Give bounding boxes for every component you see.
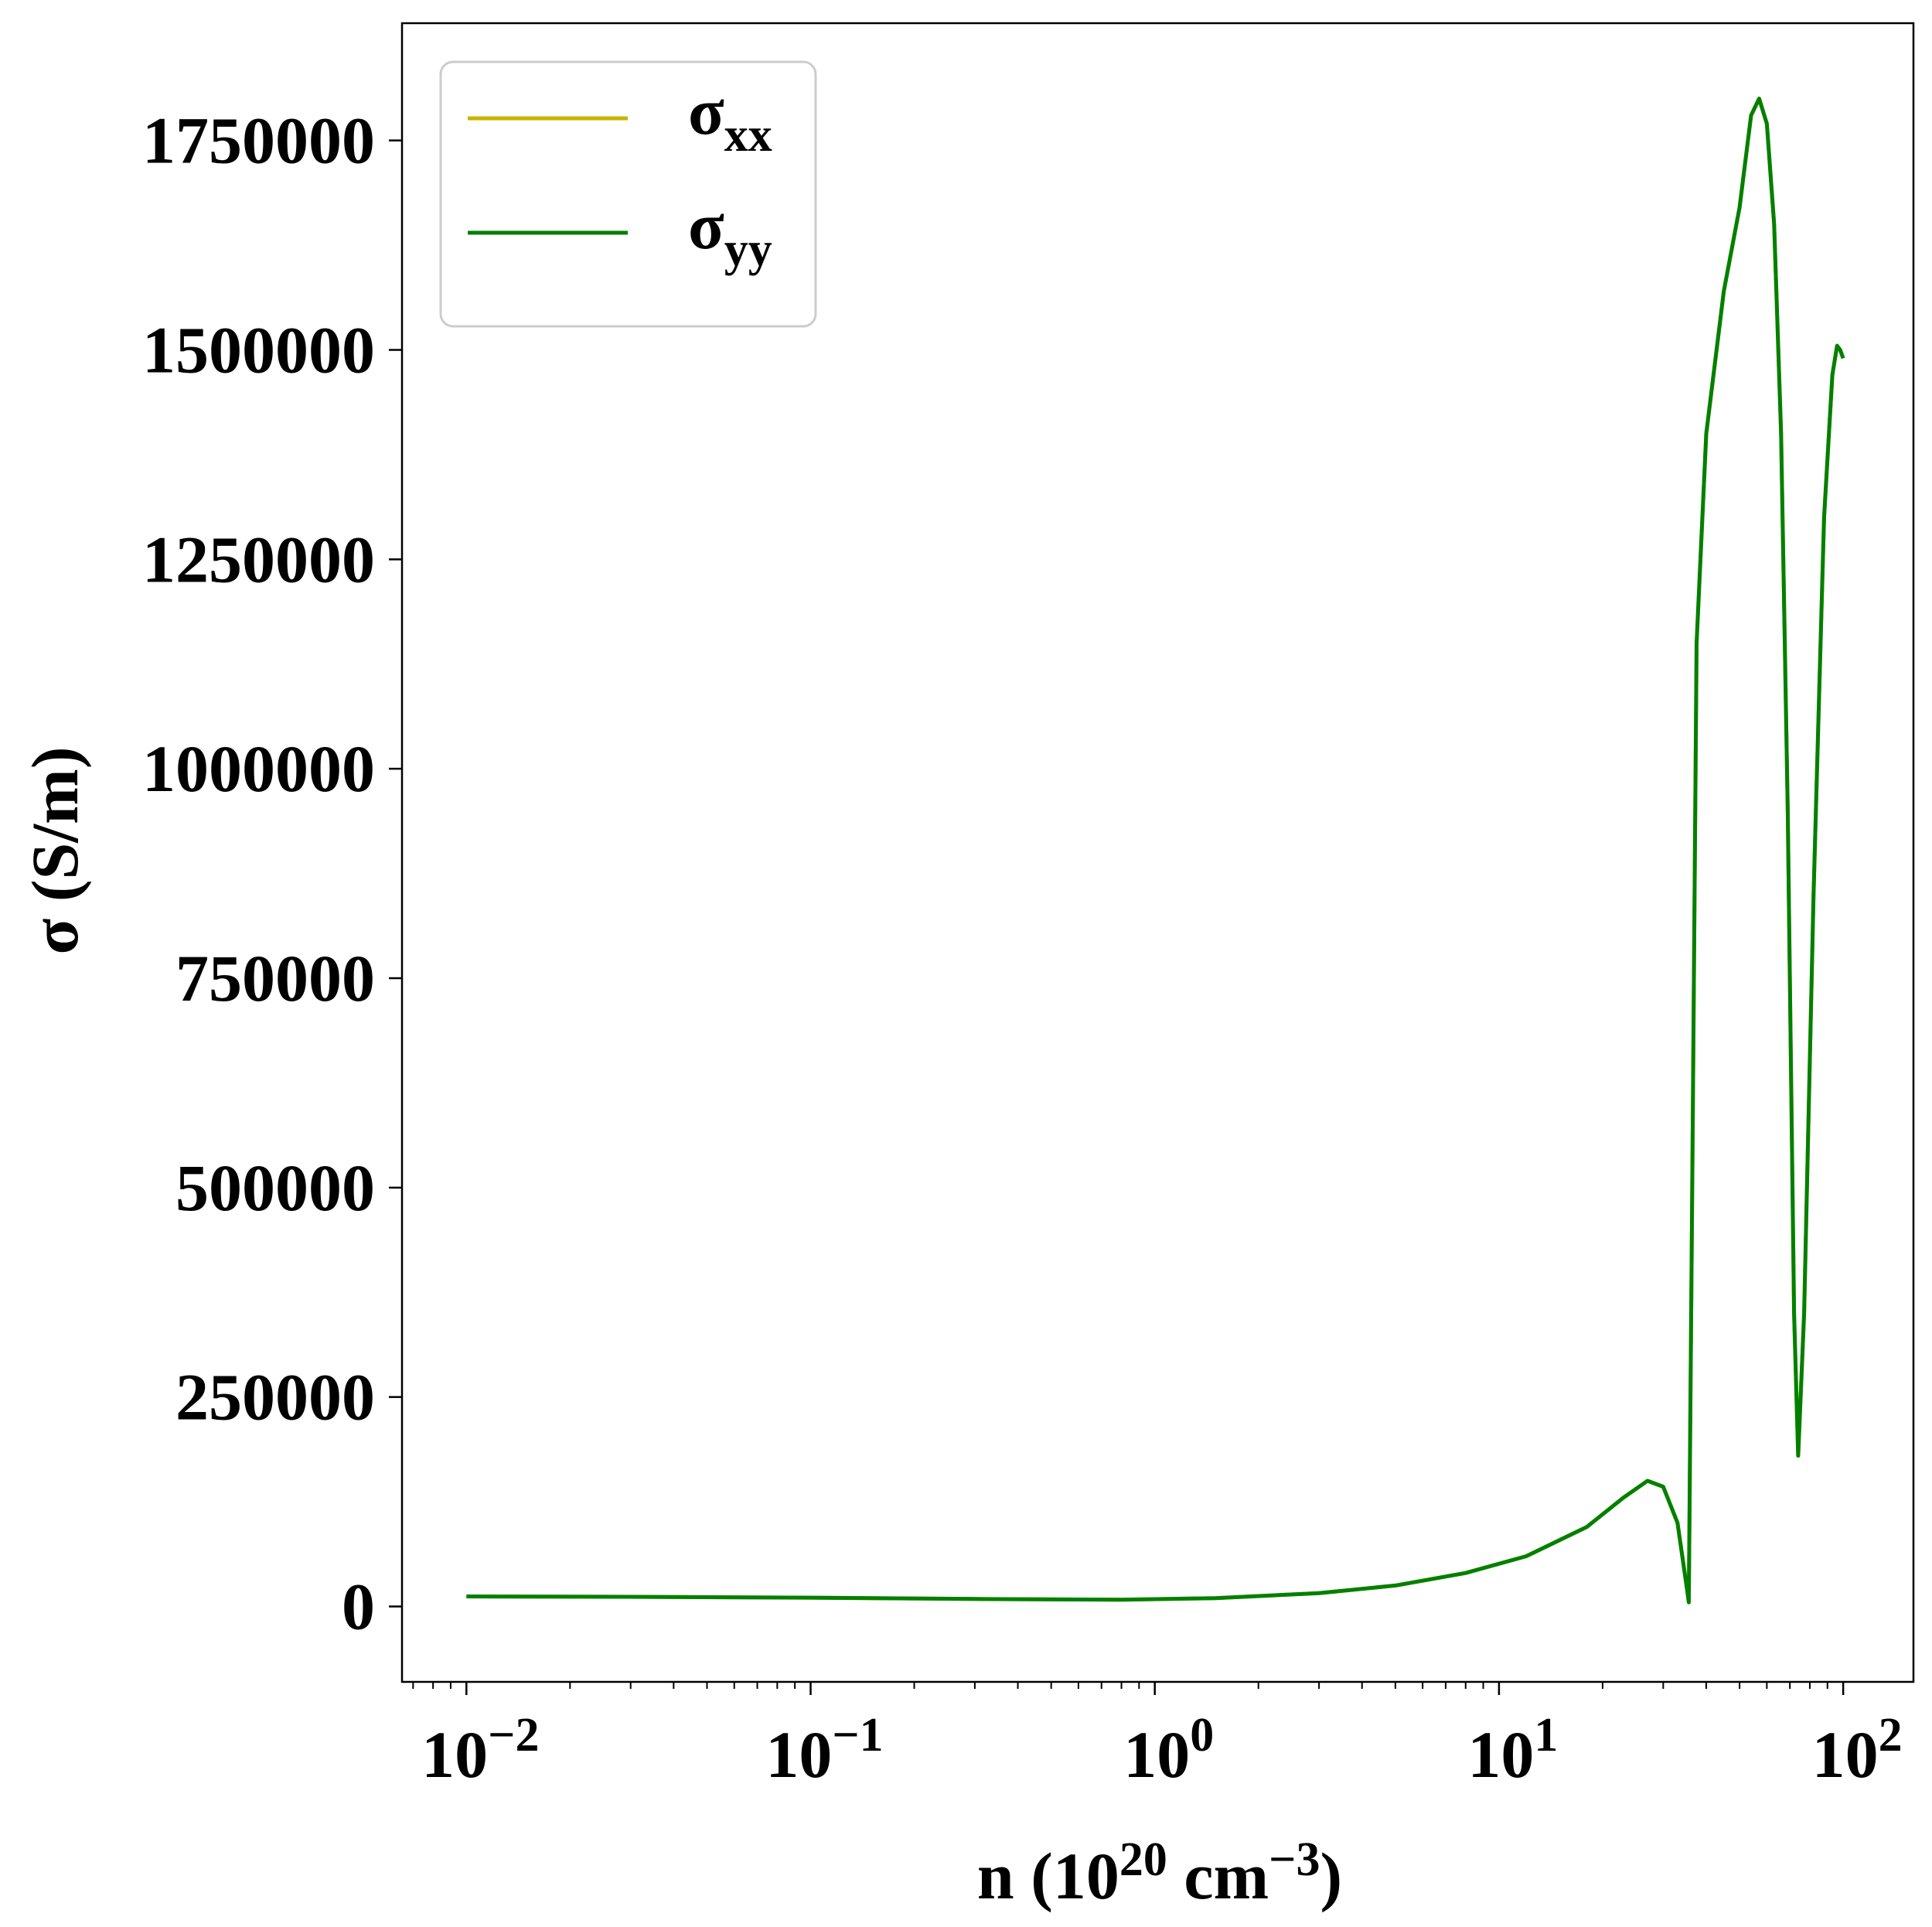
- x-axis-title-close: ): [1320, 1839, 1342, 1913]
- x-tick-label: 10−2: [421, 1709, 539, 1792]
- y-tick-label: 500000: [175, 1151, 375, 1225]
- y-axis-title: σ (S/m): [18, 747, 92, 955]
- y-tick-label: 250000: [175, 1360, 375, 1434]
- y-axis: 0 250000 500000 750000 1000000 1250000 1500000…: [142, 104, 402, 1644]
- x-tick-label: 102: [1812, 1709, 1903, 1792]
- y-tick-label: 1000000: [142, 732, 375, 806]
- legend: σxx σyy: [439, 60, 817, 328]
- x-axis-title-exponent: 20: [1119, 1833, 1167, 1886]
- series-layer: [466, 97, 1845, 1605]
- x-axis-title-unit-exponent: −3: [1269, 1833, 1320, 1886]
- x-axis-title: n (1020 cm−3): [977, 1833, 1342, 1913]
- y-tick-label: 1500000: [142, 313, 375, 387]
- x-tick-label: 10−1: [765, 1709, 883, 1792]
- plot-frame: [400, 22, 1915, 1683]
- series-line-yy: [466, 97, 1845, 1605]
- x-axis-title-unit: cm: [1167, 1839, 1269, 1913]
- y-tick-label: 750000: [175, 941, 375, 1015]
- y-tick-label: 1250000: [142, 522, 375, 596]
- legend-box: [439, 60, 817, 328]
- x-axis: 10−2 10−1 100 101 102: [412, 1682, 1903, 1792]
- y-tick-label: 1750000: [142, 104, 375, 178]
- x-tick-label: 100: [1123, 1709, 1214, 1792]
- x-tick-label: 101: [1467, 1709, 1558, 1792]
- x-axis-title-main: n (10: [977, 1839, 1119, 1913]
- legend-label-xx: σxx: [688, 74, 772, 162]
- legend-label-yy: σyy: [688, 189, 772, 276]
- y-tick-label: 0: [342, 1570, 375, 1644]
